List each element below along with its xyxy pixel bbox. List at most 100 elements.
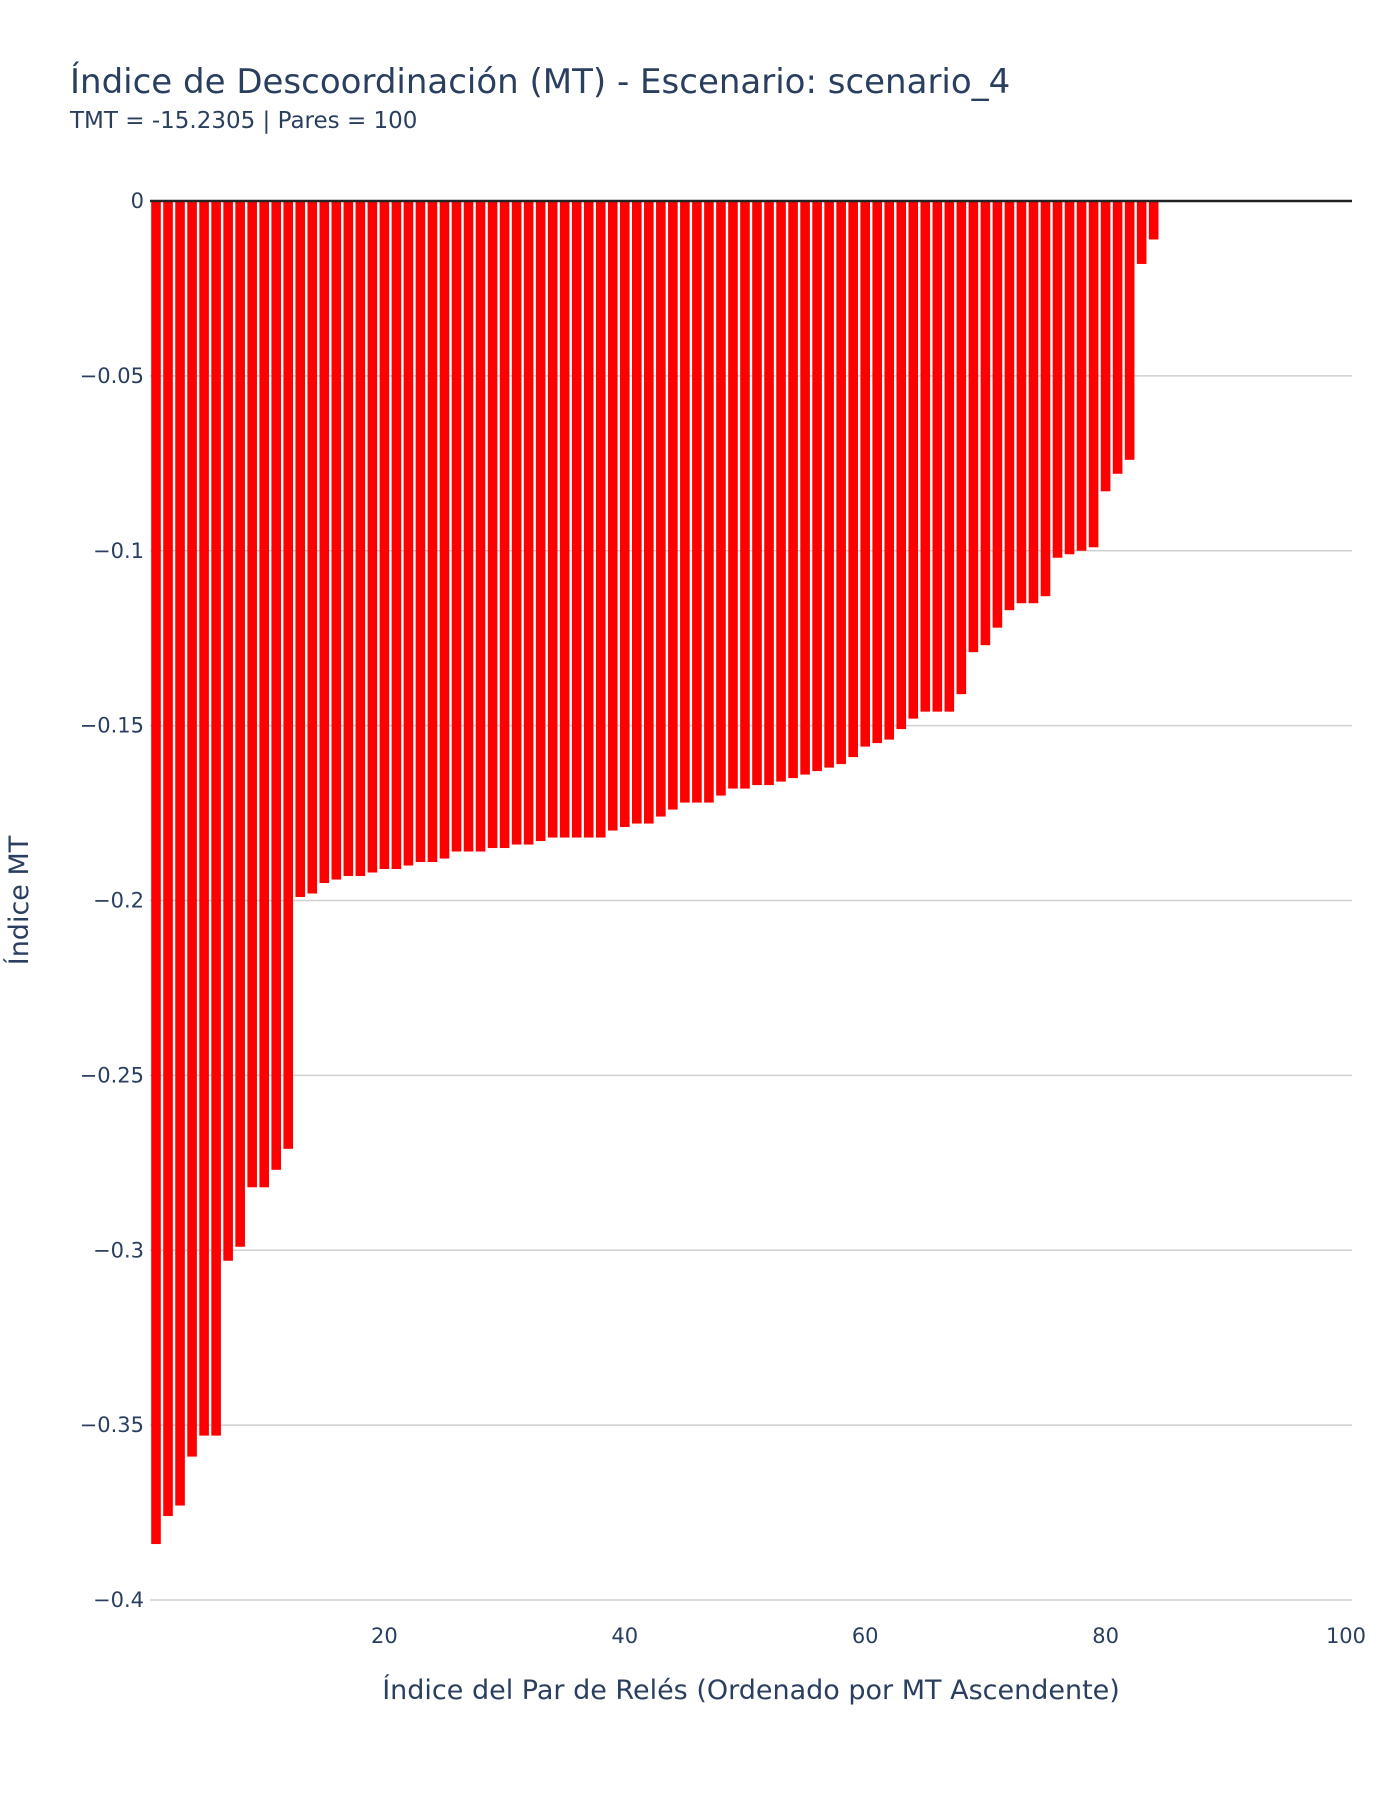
bar [223,201,233,1261]
bar [716,201,726,796]
bar [764,201,774,786]
bar [535,201,546,842]
bar [668,201,678,810]
bar [571,201,582,838]
bar [848,201,858,758]
bar [451,201,462,852]
bar [956,201,967,695]
bar [1136,201,1147,264]
chart-title: Índice de Descoordinación (MT) - Escenar… [70,62,1011,102]
y-tick-label: −0.35 [80,1413,144,1437]
bar [1052,201,1063,558]
bar [800,201,810,775]
bar [235,201,245,1247]
bar [1100,201,1111,492]
bar [175,201,185,1506]
bar [355,201,366,877]
bar [583,201,594,838]
bar [511,201,522,845]
bar [199,201,209,1436]
bar [884,201,895,740]
bar [704,201,714,803]
bars [151,201,1351,1545]
x-tick-label: 20 [371,1624,398,1648]
bar [1124,201,1135,460]
bar [151,201,161,1545]
bar [463,201,474,852]
bar [379,201,390,870]
bar [1028,201,1039,604]
bar [644,201,654,824]
bar [824,201,834,768]
bar [439,201,450,859]
bar [1148,201,1159,240]
x-axis-title: Índice del Par de Relés (Ordenado por MT… [382,1674,1120,1706]
bar [319,201,330,884]
bar [896,201,907,730]
bar [680,201,690,803]
chart-subtitle: TMT = -15.2305 | Pares = 100 [70,108,418,134]
bar [211,201,221,1436]
bar [259,201,269,1188]
x-tick-label: 40 [611,1624,638,1648]
bar [872,201,883,744]
y-axis-title: Índice MT [3,835,35,965]
bar [163,201,173,1517]
y-tick-label: −0.25 [80,1063,144,1087]
bar [920,201,931,712]
bar [1016,201,1027,604]
y-tick-label: −0.05 [80,364,144,388]
bar [595,201,606,838]
bar [812,201,822,772]
bar [343,201,354,877]
bar [247,201,257,1188]
bar [619,201,630,828]
bar [836,201,846,765]
y-tick-label: 0 [131,189,144,213]
bar [331,201,342,880]
bar [559,201,570,838]
bar [475,201,486,852]
bar [692,201,702,803]
bar [632,201,642,824]
bar [1040,201,1051,597]
bar [487,201,498,849]
bar [980,201,991,646]
bar [740,201,750,789]
bar [1088,201,1099,548]
bar [415,201,426,863]
x-tick-label: 80 [1092,1624,1119,1648]
bar [728,201,738,789]
bar [307,201,318,894]
y-tick-label: −0.3 [93,1238,144,1262]
bar [656,201,666,817]
bar [860,201,870,747]
bar [499,201,510,849]
x-tick-label: 60 [852,1624,879,1648]
bar [1004,201,1015,611]
bar [271,201,282,1170]
tick-labels: 0 −0.05 −0.1 −0.15 −0.2 −0.25 −0.3 −0.35 −0.4 20 4… [80,189,1366,1648]
y-tick-label: −0.1 [93,539,144,563]
bar [1064,201,1075,555]
bar [968,201,979,653]
bar [992,201,1003,628]
bar [295,201,306,898]
y-tick-label: −0.4 [93,1588,144,1612]
bar [1076,201,1087,551]
x-tick-label: 100 [1326,1624,1366,1648]
bar [367,201,378,873]
y-tick-label: −0.2 [93,889,144,913]
bar [752,201,762,786]
bar [908,201,919,719]
bar [788,201,798,779]
bar [403,201,414,866]
y-tick-label: −0.15 [80,714,144,738]
bar [932,201,943,712]
bar [427,201,438,863]
bar [547,201,558,838]
bar [187,201,197,1457]
gridlines [150,375,1352,1601]
bar [607,201,618,831]
